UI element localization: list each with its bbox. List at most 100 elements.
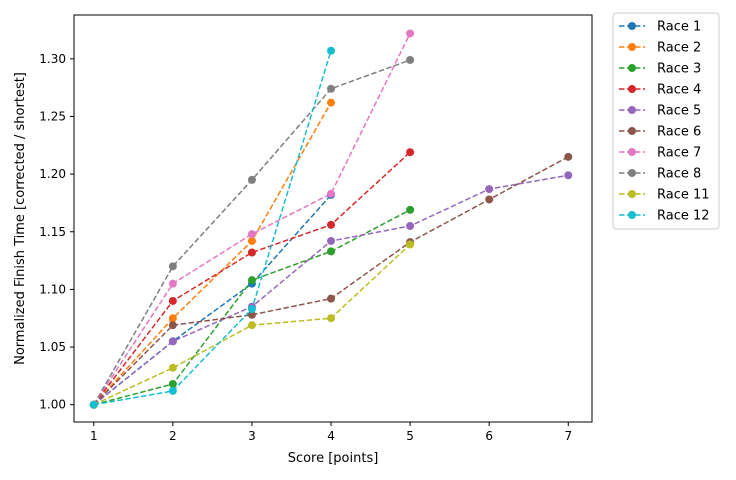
data-point — [406, 221, 415, 230]
data-point — [168, 296, 177, 305]
legend-label: Race 3 — [657, 62, 701, 77]
data-point — [168, 337, 177, 346]
data-point — [406, 205, 415, 214]
data-point — [247, 305, 256, 314]
data-point — [406, 240, 415, 249]
axes-frame — [73, 14, 593, 423]
legend-label: Race 4 — [657, 83, 701, 98]
x-tick-label: 4 — [327, 429, 335, 443]
series-race-2 — [89, 98, 336, 409]
legend-marker — [628, 85, 636, 93]
data-point — [247, 230, 256, 239]
data-point — [327, 98, 336, 107]
legend-marker — [628, 64, 636, 72]
legend-item: Race 8 — [619, 167, 701, 182]
legend-label: Race 6 — [657, 125, 701, 140]
y-tick-label: 1.20 — [39, 167, 66, 181]
legend-marker — [628, 190, 636, 198]
x-tick-label: 7 — [564, 429, 572, 443]
series-line — [93, 33, 411, 406]
data-point — [327, 294, 336, 303]
data-point — [247, 276, 256, 285]
legend-item: Race 5 — [619, 104, 701, 119]
x-tick-label: 3 — [248, 429, 256, 443]
legend-label: Race 7 — [657, 146, 701, 161]
legend-item: Race 11 — [619, 188, 710, 203]
data-point — [327, 314, 336, 323]
data-point — [327, 46, 336, 55]
legend-label: Race 12 — [657, 209, 710, 224]
series-line — [93, 194, 332, 406]
series-line — [93, 102, 332, 406]
y-tick-label: 1.30 — [39, 52, 66, 66]
legend-item: Race 2 — [619, 41, 701, 56]
data-point — [485, 195, 494, 204]
data-point — [327, 236, 336, 245]
data-point — [564, 152, 573, 161]
y-axis-title: Normalized Finish Time [corrected / shor… — [13, 72, 28, 365]
data-point — [168, 321, 177, 330]
data-point — [327, 220, 336, 229]
x-tick-label: 2 — [169, 429, 177, 443]
y-tick-label: 1.00 — [39, 398, 66, 412]
data-point — [406, 55, 415, 64]
data-point — [168, 314, 177, 323]
legend-item: Race 6 — [619, 125, 701, 140]
data-point — [406, 148, 415, 157]
data-point — [247, 175, 256, 184]
legend-item: Race 3 — [619, 62, 701, 77]
data-point — [168, 262, 177, 271]
y-tick-label: 1.10 — [39, 282, 66, 296]
data-point — [327, 247, 336, 256]
legend-label: Race 2 — [657, 41, 701, 56]
data-point — [89, 400, 98, 409]
y-axis: 1.00 1.05 1.10 1.15 1.20 1.25 1.30 — [39, 52, 74, 412]
y-tick-label: 1.05 — [39, 340, 66, 354]
legend-label: Race 8 — [657, 167, 701, 182]
legend-marker — [628, 127, 636, 135]
data-point — [564, 171, 573, 180]
data-point — [168, 279, 177, 288]
legend-marker — [628, 211, 636, 219]
data-point — [168, 379, 177, 388]
legend-box — [612, 12, 720, 230]
legend-marker — [628, 22, 636, 30]
data-point — [247, 236, 256, 245]
legend: Race 1 Race 2 Race 3 Race 4 Race 5 Race 6 Race… — [612, 12, 720, 230]
y-tick-label: 1.15 — [39, 225, 66, 239]
data-point — [247, 321, 256, 330]
data-point — [406, 29, 415, 38]
legend-item: Race 12 — [619, 209, 710, 224]
legend-marker — [628, 148, 636, 156]
data-point — [247, 310, 256, 319]
legend-item: Race 1 — [619, 20, 701, 35]
x-axis: 1 2 3 4 5 6 7 — [90, 422, 572, 443]
data-point — [168, 386, 177, 395]
series-race-12 — [89, 46, 336, 409]
legend-marker — [628, 169, 636, 177]
legend-item: Race 7 — [619, 146, 701, 161]
legend-item: Race 4 — [619, 83, 701, 98]
series-race-7 — [89, 29, 415, 409]
x-axis-title: Score [points] — [288, 451, 379, 466]
data-point — [327, 189, 336, 198]
x-tick-label: 6 — [485, 429, 493, 443]
x-tick-label: 5 — [406, 429, 414, 443]
data-point — [247, 248, 256, 257]
series-line — [93, 50, 332, 406]
plot-area — [89, 29, 573, 409]
series-race-8 — [89, 55, 415, 409]
data-point — [485, 185, 494, 194]
x-tick-label: 1 — [90, 429, 98, 443]
legend-marker — [628, 106, 636, 114]
y-tick-label: 1.25 — [39, 109, 66, 123]
series-line — [93, 174, 569, 406]
legend-marker — [628, 43, 636, 51]
legend-label: Race 11 — [657, 188, 710, 203]
series-race-11 — [89, 240, 415, 409]
data-point — [168, 363, 177, 372]
legend-label: Race 1 — [657, 20, 701, 35]
legend-label: Race 5 — [657, 104, 701, 119]
data-point — [327, 84, 336, 93]
